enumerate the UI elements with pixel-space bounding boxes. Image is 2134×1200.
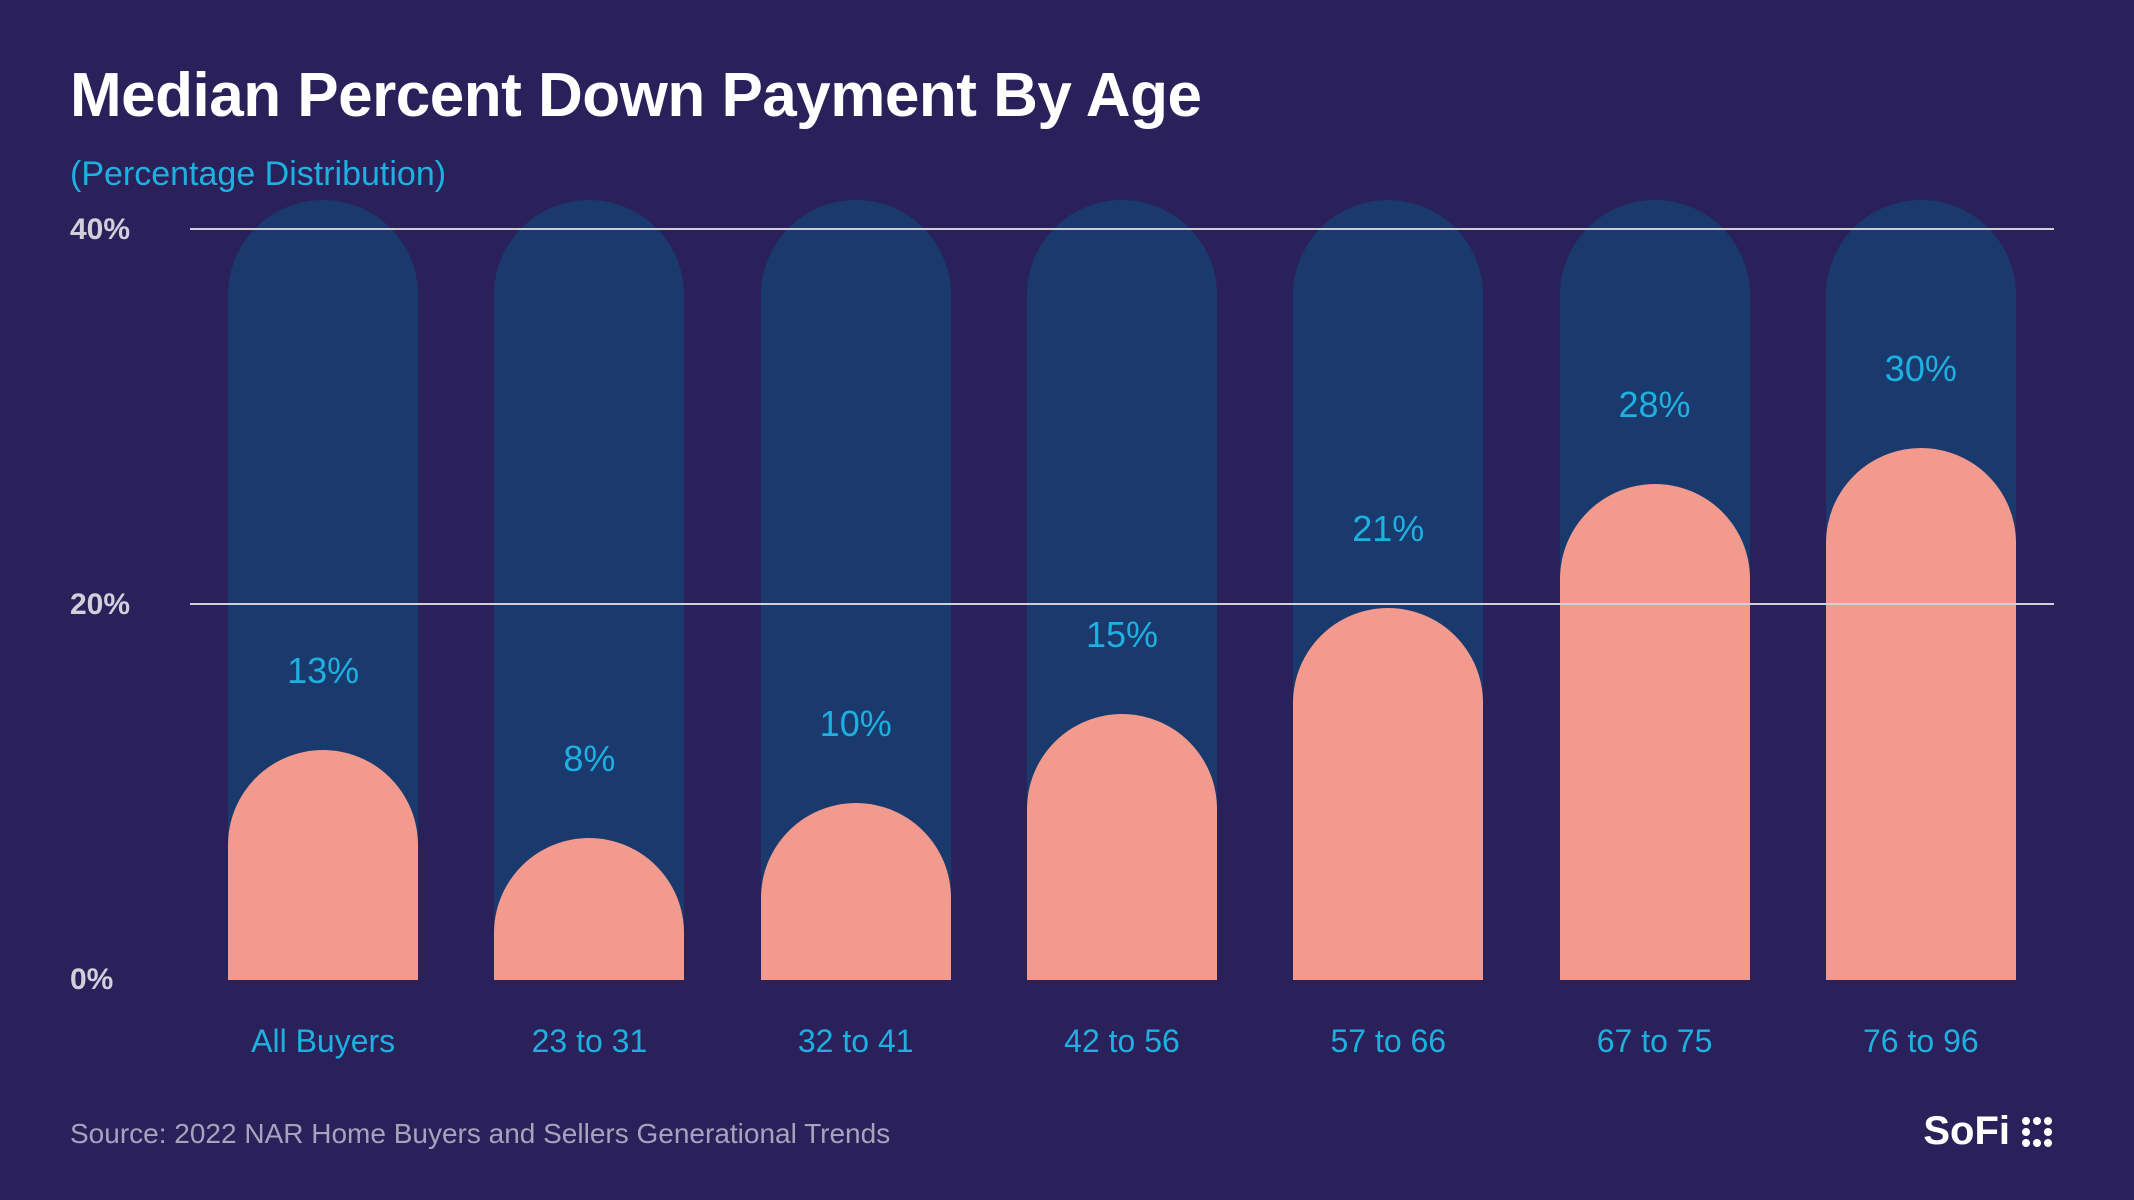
- bar-fill: [1826, 448, 2016, 980]
- x-axis-category-label: 67 to 75: [1560, 1023, 1750, 1060]
- bar: 13%: [228, 200, 418, 980]
- x-axis-category-label: 42 to 56: [1027, 1023, 1217, 1060]
- x-axis-category-label: 23 to 31: [494, 1023, 684, 1060]
- bar-fill: [228, 750, 418, 980]
- y-axis-tick-label: 0%: [70, 963, 113, 997]
- bar-fill: [1027, 714, 1217, 980]
- chart-plot-area: 13%8%10%15%21%28%30% 0%20%40%: [70, 230, 2054, 980]
- y-axis-tick-label: 40%: [70, 213, 130, 247]
- bar-fill: [761, 803, 951, 980]
- bar-fill: [1560, 484, 1750, 980]
- source-citation: Source: 2022 NAR Home Buyers and Sellers…: [70, 1118, 890, 1150]
- bar-value-label: 15%: [1027, 614, 1217, 664]
- y-axis-tick-label: 20%: [70, 588, 130, 622]
- bar-value-label: 8%: [494, 738, 684, 788]
- bar-value-label: 21%: [1293, 508, 1483, 558]
- chart-canvas: Median Percent Down Payment By Age (Perc…: [0, 0, 2134, 1200]
- bar-value-label: 13%: [228, 650, 418, 700]
- bars-container: 13% 8% 10% 15% 21% 28% 30%: [190, 200, 2054, 980]
- gridline: [190, 228, 2054, 230]
- x-axis-category-label: 76 to 96: [1826, 1023, 2016, 1060]
- bar: 21%: [1293, 200, 1483, 980]
- x-axis-category-label: All Buyers: [228, 1023, 418, 1060]
- bar-value-label: 28%: [1560, 384, 1750, 434]
- x-axis-category-label: 57 to 66: [1293, 1023, 1483, 1060]
- brand-logo: SoFi: [1923, 1109, 2054, 1154]
- gridline: [190, 603, 2054, 605]
- chart-title: Median Percent Down Payment By Age: [70, 60, 2064, 131]
- bar: 15%: [1027, 200, 1217, 980]
- chart-subtitle: (Percentage Distribution): [70, 155, 2064, 194]
- bar: 8%: [494, 200, 684, 980]
- bar-value-label: 10%: [761, 703, 951, 753]
- bar: 30%: [1826, 200, 2016, 980]
- x-axis-category-label: 32 to 41: [761, 1023, 951, 1060]
- bar-fill: [1293, 608, 1483, 980]
- x-axis-labels: All Buyers 23 to 31 32 to 41 42 to 56 57 to …: [190, 1023, 2054, 1060]
- brand-dots-icon: [2020, 1115, 2054, 1149]
- bar-value-label: 30%: [1826, 348, 2016, 398]
- bar: 10%: [761, 200, 951, 980]
- bar: 28%: [1560, 200, 1750, 980]
- brand-text: SoFi: [1923, 1109, 2010, 1154]
